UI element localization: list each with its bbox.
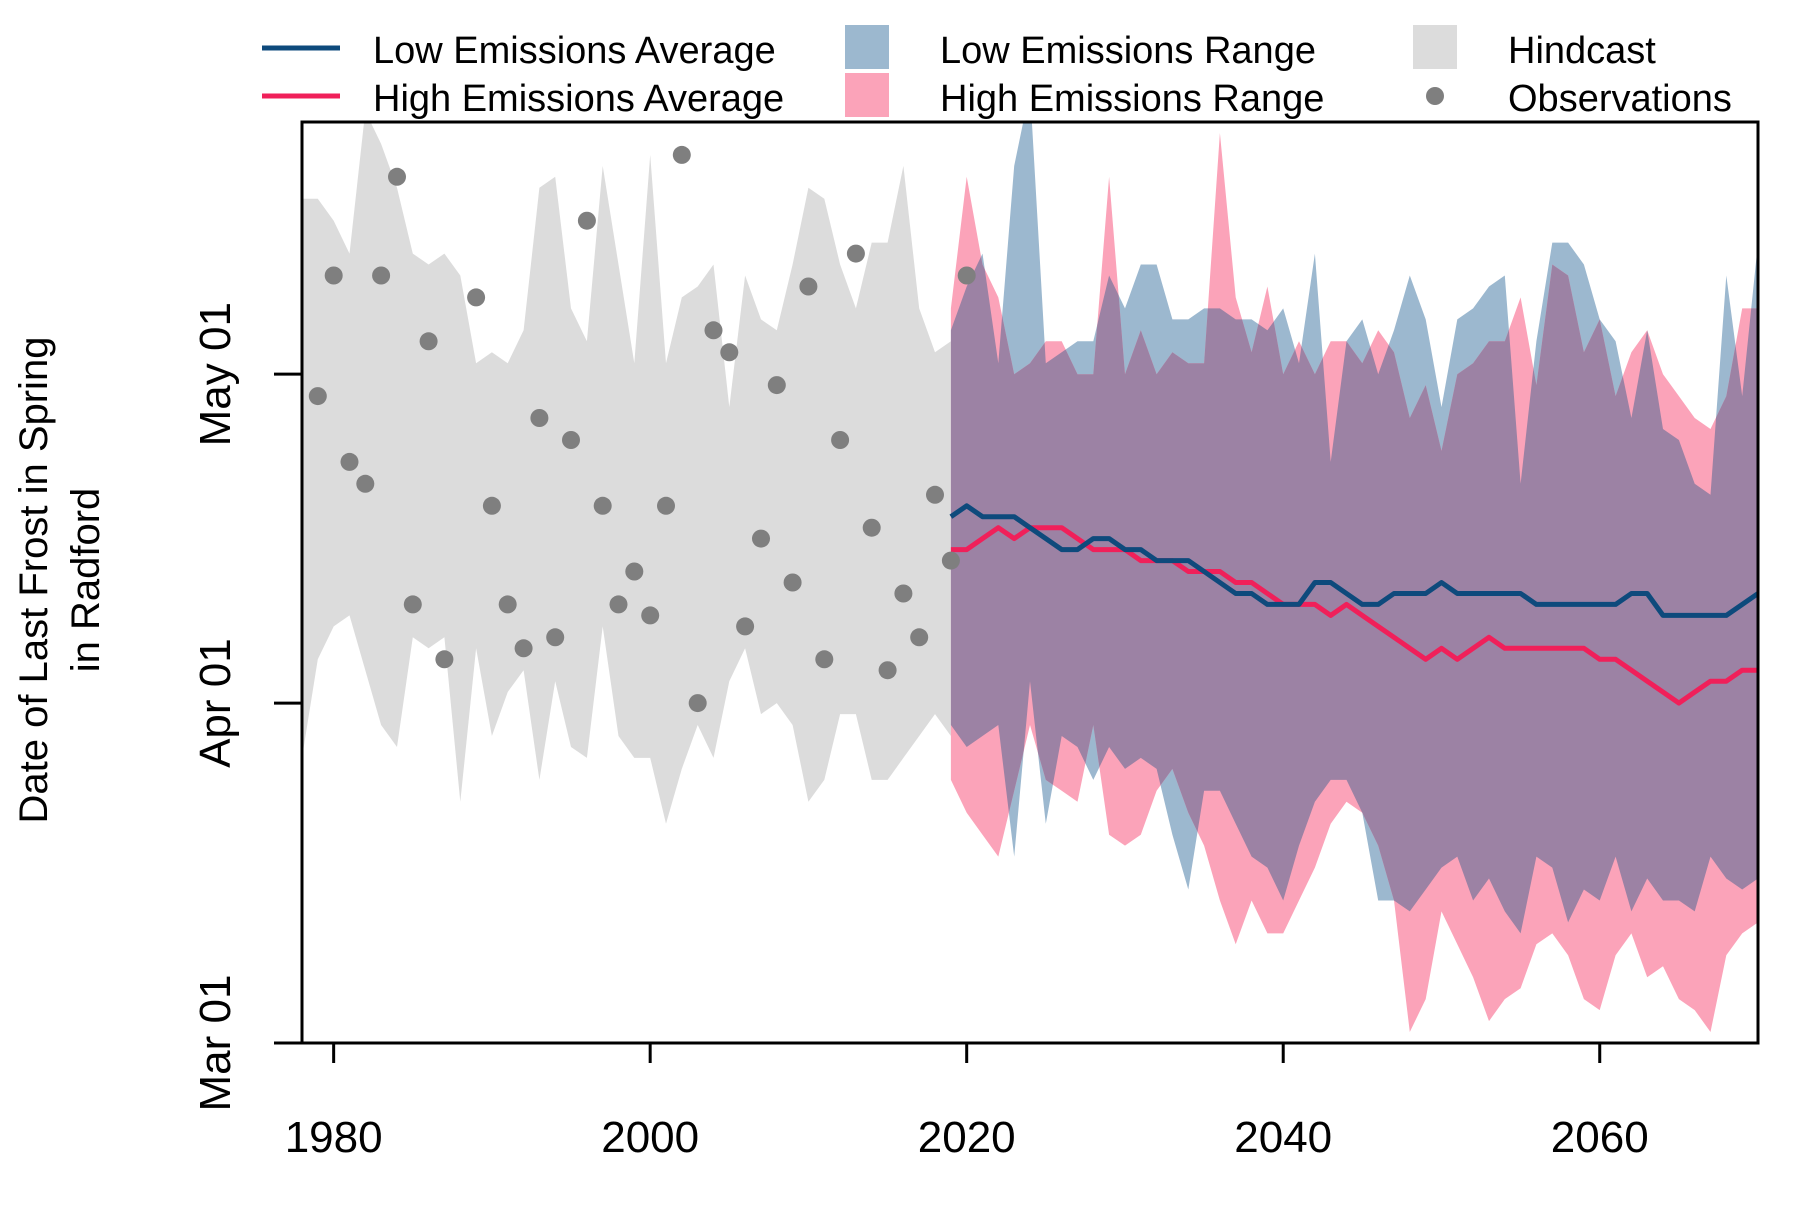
y-tick-label: Apr 01 bbox=[191, 638, 240, 768]
observation-point bbox=[815, 650, 834, 669]
observation-point bbox=[878, 661, 897, 680]
observation-point bbox=[530, 409, 549, 427]
observation-point bbox=[609, 595, 628, 614]
observation-point bbox=[324, 266, 343, 285]
observation-point bbox=[308, 387, 327, 406]
observation-point bbox=[356, 474, 375, 493]
y-axis-title-line-2: in Radford bbox=[64, 488, 108, 673]
observation-points bbox=[308, 145, 976, 713]
observation-point bbox=[388, 167, 406, 186]
legend-high-range-label: High Emissions Range bbox=[940, 78, 1324, 120]
observation-point bbox=[799, 277, 818, 296]
observation-point bbox=[562, 431, 580, 449]
y-tick-label: May 01 bbox=[191, 302, 240, 446]
observation-point bbox=[831, 431, 850, 449]
observation-point bbox=[467, 288, 486, 307]
legend-hindcast-swatch bbox=[1413, 25, 1457, 69]
x-tick-label: 2040 bbox=[1234, 1113, 1332, 1162]
observation-point bbox=[546, 628, 565, 647]
observation-point bbox=[957, 266, 976, 285]
observation-point bbox=[846, 244, 865, 263]
observation-point bbox=[625, 562, 644, 581]
observation-point bbox=[641, 606, 660, 625]
legend-hindcast-label: Hindcast bbox=[1508, 30, 1656, 72]
y-axis: Mar 01 Apr 01 May 01 bbox=[191, 302, 304, 1112]
observation-point bbox=[577, 211, 596, 230]
observation-point bbox=[910, 628, 929, 647]
low-emissions-average-line bbox=[949, 503, 1758, 618]
x-tick-label: 2020 bbox=[918, 1113, 1016, 1162]
observation-point bbox=[435, 650, 454, 669]
observation-point bbox=[403, 595, 422, 614]
observation-point bbox=[593, 496, 612, 515]
observation-point bbox=[498, 595, 517, 614]
observation-point bbox=[704, 321, 723, 340]
observation-point bbox=[419, 332, 438, 351]
legend-observations-swatch bbox=[1426, 87, 1444, 105]
legend-high-avg-label: High Emissions Average bbox=[373, 78, 784, 120]
observation-point bbox=[372, 266, 391, 285]
range-overlap-band bbox=[950, 133, 1758, 934]
observation-point bbox=[340, 452, 359, 471]
y-tick-label: Mar 01 bbox=[191, 975, 240, 1112]
observation-point bbox=[482, 496, 501, 515]
legend: Low Emissions Average High Emissions Ave… bbox=[262, 25, 1732, 120]
observation-point bbox=[688, 694, 707, 713]
x-tick-label: 2060 bbox=[1551, 1113, 1649, 1162]
hindcast-band bbox=[302, 122, 951, 824]
x-tick-label: 1980 bbox=[285, 1113, 383, 1162]
observation-point bbox=[672, 145, 691, 164]
observation-point bbox=[657, 496, 675, 515]
hindcast-layer bbox=[302, 122, 951, 824]
average-line-layer bbox=[949, 503, 1758, 706]
observation-point bbox=[514, 639, 533, 658]
observation-point bbox=[894, 584, 913, 603]
observation-point bbox=[941, 551, 960, 570]
x-tick-label: 2000 bbox=[601, 1113, 699, 1162]
x-axis: 1980 2000 2020 2040 2060 bbox=[285, 1041, 1649, 1162]
legend-low-range-swatch bbox=[845, 25, 889, 69]
emissions-range-layer bbox=[950, 122, 1758, 1032]
legend-observations-label: Observations bbox=[1508, 78, 1732, 120]
y-axis-title: Date of Last Frost in Spring in Radford bbox=[12, 337, 108, 824]
plot-area bbox=[302, 122, 1758, 1032]
y-axis-title-line-1: Date of Last Frost in Spring bbox=[12, 337, 56, 824]
legend-low-range-label: Low Emissions Range bbox=[940, 30, 1316, 72]
observation-point bbox=[752, 529, 770, 548]
observation-point bbox=[767, 376, 786, 395]
observation-point bbox=[926, 485, 944, 504]
observation-point bbox=[862, 518, 881, 537]
observation-point bbox=[736, 617, 755, 636]
observation-point bbox=[720, 343, 739, 362]
legend-low-avg-label: Low Emissions Average bbox=[373, 30, 776, 72]
observation-point bbox=[783, 573, 802, 592]
legend-high-range-swatch bbox=[845, 73, 889, 117]
